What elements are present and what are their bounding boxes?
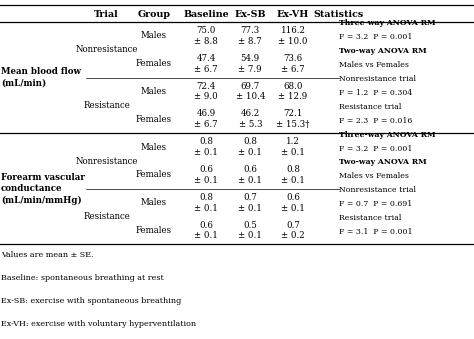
Text: F = 2.3  P = 0.016: F = 2.3 P = 0.016	[339, 117, 412, 125]
Text: Resistance trial: Resistance trial	[339, 103, 401, 111]
Text: Trial: Trial	[94, 10, 119, 19]
Text: Males vs Females: Males vs Females	[339, 172, 409, 180]
Text: Ex-VH: Ex-VH	[277, 10, 309, 19]
Text: Females: Females	[136, 226, 172, 235]
Text: Baseline: Baseline	[183, 10, 229, 19]
Text: Two-way ANOVA RM: Two-way ANOVA RM	[339, 158, 427, 166]
Text: Males: Males	[141, 87, 167, 96]
Text: Ex-SB: Ex-SB	[235, 10, 266, 19]
Text: Resistance trial: Resistance trial	[339, 214, 401, 222]
Text: 0.8
± 0.1: 0.8 ± 0.1	[194, 137, 218, 157]
Text: 0.6
± 0.1: 0.6 ± 0.1	[281, 193, 305, 213]
Text: F = 3.2  P = 0.001: F = 3.2 P = 0.001	[339, 144, 412, 153]
Text: 77.3
± 8.7: 77.3 ± 8.7	[238, 26, 262, 46]
Text: Mean blood flow
(mL/min): Mean blood flow (mL/min)	[1, 67, 81, 88]
Text: F = 3.2  P = 0.001: F = 3.2 P = 0.001	[339, 33, 412, 41]
Text: 54.9
± 7.9: 54.9 ± 7.9	[238, 54, 262, 74]
Text: Baseline: spontaneous breathing at rest: Baseline: spontaneous breathing at rest	[1, 274, 164, 282]
Text: Group: Group	[137, 10, 171, 19]
Text: Two-way ANOVA RM: Two-way ANOVA RM	[339, 47, 427, 55]
Text: Nonresistance trial: Nonresistance trial	[339, 186, 416, 194]
Text: 0.8
± 0.1: 0.8 ± 0.1	[281, 165, 305, 185]
Text: Nonresistance: Nonresistance	[75, 45, 138, 54]
Text: F = 3.1  P = 0.001: F = 3.1 P = 0.001	[339, 228, 412, 236]
Text: 72.4
± 9.0: 72.4 ± 9.0	[194, 82, 218, 101]
Text: Ex-SB: exercise with spontaneous breathing: Ex-SB: exercise with spontaneous breathi…	[1, 297, 181, 305]
Text: 68.0
± 12.9: 68.0 ± 12.9	[278, 82, 308, 101]
Text: Forearm vascular
conductance
(mL/min/mmHg): Forearm vascular conductance (mL/min/mmH…	[1, 173, 85, 205]
Text: 69.7
± 10.4: 69.7 ± 10.4	[236, 82, 265, 101]
Text: Males vs Females: Males vs Females	[339, 61, 409, 69]
Text: Resistance: Resistance	[83, 101, 130, 110]
Text: 0.8
± 0.1: 0.8 ± 0.1	[238, 137, 262, 157]
Text: Values are mean ± SE.: Values are mean ± SE.	[1, 251, 93, 259]
Text: 73.6
± 6.7: 73.6 ± 6.7	[281, 54, 305, 74]
Text: 75.0
± 8.8: 75.0 ± 8.8	[194, 26, 218, 46]
Text: 46.2
± 5.3: 46.2 ± 5.3	[238, 109, 262, 129]
Text: F = 0.7  P = 0.691: F = 0.7 P = 0.691	[339, 200, 412, 208]
Text: Three-way ANOVA RM: Three-way ANOVA RM	[339, 131, 436, 139]
Text: Males: Males	[141, 198, 167, 207]
Text: Three-way ANOVA RM: Three-way ANOVA RM	[339, 19, 436, 27]
Text: Statistics: Statistics	[314, 10, 364, 19]
Text: 46.9
± 6.7: 46.9 ± 6.7	[194, 109, 218, 129]
Text: 116.2
± 10.0: 116.2 ± 10.0	[278, 26, 308, 46]
Text: Resistance: Resistance	[83, 212, 130, 221]
Text: 47.4
± 6.7: 47.4 ± 6.7	[194, 54, 218, 74]
Text: 0.7
± 0.1: 0.7 ± 0.1	[238, 193, 262, 213]
Text: 0.6
± 0.1: 0.6 ± 0.1	[238, 165, 262, 185]
Text: 0.6
± 0.1: 0.6 ± 0.1	[194, 165, 218, 185]
Text: Nonresistance: Nonresistance	[75, 157, 138, 165]
Text: Females: Females	[136, 59, 172, 68]
Text: Ex-VH: exercise with voluntary hyperventilation: Ex-VH: exercise with voluntary hypervent…	[1, 320, 196, 328]
Text: 0.6
± 0.1: 0.6 ± 0.1	[194, 221, 218, 240]
Text: Males: Males	[141, 32, 167, 40]
Text: F = 1.2  P = 0.304: F = 1.2 P = 0.304	[339, 89, 412, 97]
Text: Females: Females	[136, 171, 172, 179]
Text: 0.7
± 0.2: 0.7 ± 0.2	[281, 221, 305, 240]
Text: 72.1
± 15.3†: 72.1 ± 15.3†	[276, 109, 310, 129]
Text: 1.2
± 0.1: 1.2 ± 0.1	[281, 137, 305, 157]
Text: Nonresistance trial: Nonresistance trial	[339, 75, 416, 83]
Text: 0.8
± 0.1: 0.8 ± 0.1	[194, 193, 218, 213]
Text: Males: Males	[141, 143, 167, 152]
Text: 0.5
± 0.1: 0.5 ± 0.1	[238, 221, 262, 240]
Text: Females: Females	[136, 115, 172, 124]
